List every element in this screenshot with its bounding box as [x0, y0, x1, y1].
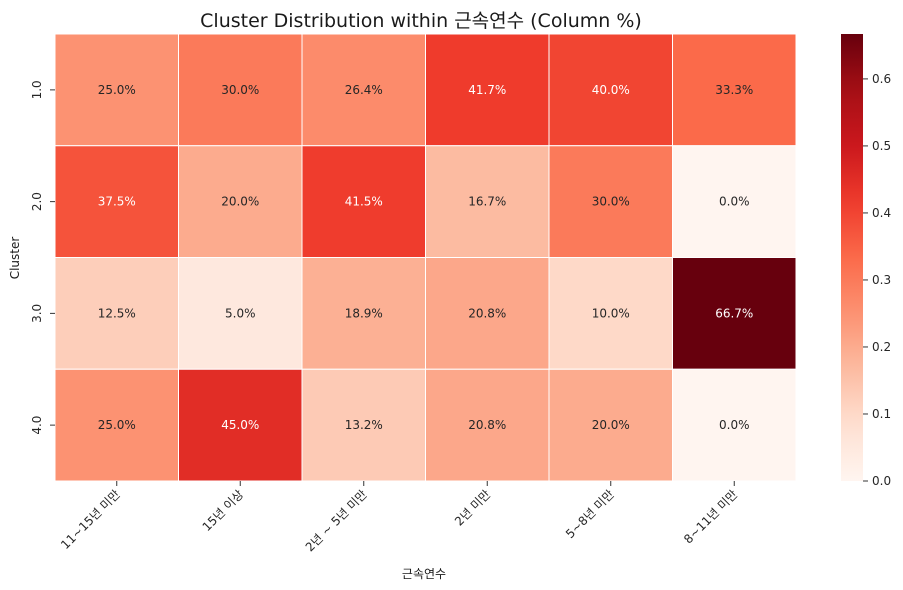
- cell-annotation: 41.5%: [345, 195, 383, 209]
- heatmap-cell: [425, 145, 550, 258]
- heatmap-cell: [425, 33, 550, 147]
- y-tick-label: 2.0: [30, 192, 44, 211]
- colorbar-tick-label: 0.5: [872, 139, 891, 153]
- cell-annotation: 16.7%: [468, 195, 506, 209]
- y-tick-label: 3.0: [30, 304, 44, 323]
- colorbar-tick-label: 0.4: [872, 206, 891, 220]
- y-axis-label: Cluster: [8, 237, 22, 280]
- cell-annotation: 37.5%: [98, 195, 136, 209]
- heatmap-cell: [425, 368, 550, 482]
- colorbar-tick-label: 0.6: [872, 72, 891, 86]
- heatmap-cell: [301, 368, 426, 482]
- heatmap-cell: [672, 33, 797, 147]
- cell-annotation: 25.0%: [98, 418, 136, 432]
- cell-annotation: 20.0%: [221, 195, 259, 209]
- heatmap-cells: 25.0% 30.0% 26.4% 41.7% 40.0% 33.3% 37.5% 20.0%…: [54, 33, 797, 482]
- x-axis-ticks: 11~15년 미만 15년 이상 2년 ~ 5년 미만 2년 미만 5~8년 미만 8~1…: [58, 481, 740, 554]
- heatmap-cell: [178, 33, 303, 147]
- y-tick-label: 1.0: [30, 80, 44, 99]
- cell-annotation: 0.0%: [719, 195, 750, 209]
- cell-annotation: 40.0%: [592, 83, 630, 97]
- cell-annotation: 18.9%: [345, 306, 383, 320]
- x-tick-label: 2년 ~ 5년 미만: [303, 487, 370, 554]
- heatmap-cell: [425, 257, 550, 370]
- heatmap-cell: [54, 33, 179, 147]
- cell-annotation: 5.0%: [225, 306, 256, 320]
- heatmap-cell: [672, 368, 797, 482]
- heatmap-cell: [548, 368, 673, 482]
- cell-annotation: 20.8%: [468, 418, 506, 432]
- heatmap-cell: [178, 145, 303, 258]
- colorbar-tick-label: 0.2: [872, 340, 891, 354]
- x-tick-label: 8~11년 미만: [681, 487, 740, 546]
- cell-annotation: 66.7%: [715, 306, 753, 320]
- cell-annotation: 0.0%: [719, 418, 750, 432]
- heatmap-cell: [301, 33, 426, 147]
- cell-annotation: 13.2%: [345, 418, 383, 432]
- cell-annotation: 20.0%: [592, 418, 630, 432]
- cell-annotation: 41.7%: [468, 83, 506, 97]
- cell-annotation: 33.3%: [715, 83, 753, 97]
- heatmap-cell: [672, 145, 797, 258]
- cell-annotation: 20.8%: [468, 306, 506, 320]
- x-tick-label: 5~8년 미만: [563, 487, 617, 541]
- heatmap-cell: [54, 257, 179, 370]
- cell-annotation: 30.0%: [221, 83, 259, 97]
- y-axis-ticks: 1.0 2.0 3.0 4.0: [30, 80, 55, 435]
- heatmap-cell: [178, 368, 303, 482]
- cell-annotation: 12.5%: [98, 306, 136, 320]
- chart-title: Cluster Distribution within 근속연수 (Column…: [200, 10, 642, 32]
- cell-annotation: 30.0%: [592, 195, 630, 209]
- cell-annotation: 26.4%: [345, 83, 383, 97]
- colorbar-tick-label: 0.0: [872, 474, 891, 488]
- x-axis-label: 근속연수: [402, 567, 446, 581]
- heatmap-cell: [54, 368, 179, 482]
- colorbar-tick-label: 0.1: [872, 407, 891, 421]
- y-tick-label: 4.0: [30, 416, 44, 435]
- colorbar-tick-label: 0.3: [872, 273, 891, 287]
- cell-annotation: 45.0%: [221, 418, 259, 432]
- heatmap-cell: [672, 257, 797, 370]
- colorbar: [841, 34, 863, 481]
- x-tick-label: 11~15년 미만: [58, 487, 123, 552]
- heatmap-cell: [548, 257, 673, 370]
- colorbar-ticks: 0.0 0.1 0.2 0.3 0.4 0.5 0.6: [863, 72, 891, 488]
- heatmap-cell: [178, 257, 303, 370]
- x-tick-label: 15년 이상: [200, 487, 247, 534]
- x-tick-label: 2년 미만: [452, 487, 493, 528]
- heatmap-cell: [548, 33, 673, 147]
- cell-annotation: 10.0%: [592, 306, 630, 320]
- heatmap-cell: [301, 257, 426, 370]
- cell-annotation: 25.0%: [98, 83, 136, 97]
